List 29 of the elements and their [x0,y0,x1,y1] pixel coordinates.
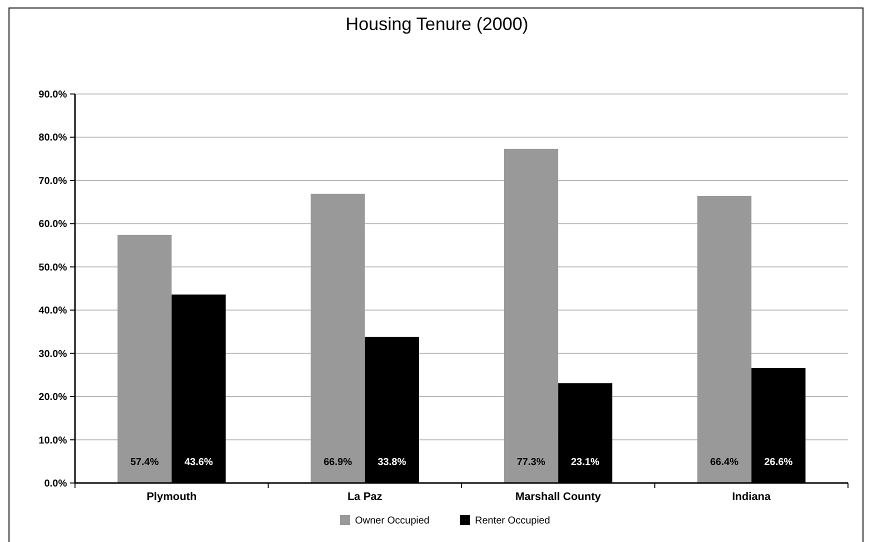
data-label: 66.9% [324,457,352,468]
x-tick-label: Indiana [732,491,772,503]
y-tick-label: 70.0% [38,176,68,187]
y-tick-label: 60.0% [38,219,68,230]
bar [118,234,172,483]
data-label: 77.3% [516,457,546,468]
data-label: 43.6% [184,457,213,468]
data-label: 23.1% [571,457,600,468]
x-tick-label: Marshall County [515,491,602,503]
x-tick-label: Plymouth [146,491,197,503]
legend-label: Renter Occupied [475,516,550,526]
data-label: 26.6% [764,457,793,468]
y-tick-label: 0.0% [44,478,68,490]
y-tick-label: 40.0% [38,306,68,317]
data-label: 66.4% [710,457,739,468]
bar [504,148,558,483]
bar [697,196,752,483]
y-tick-label: 10.0% [38,435,68,446]
y-tick-label: 30.0% [38,348,68,360]
legend-label: Owner Occupied [355,516,430,526]
y-tick-label: 20.0% [38,392,68,404]
x-tick-label: La Paz [347,491,383,503]
y-tick-label: 80.0% [38,132,68,144]
y-tick-label: 90.0% [38,90,68,100]
bar [310,194,365,483]
data-label: 57.4% [130,457,159,468]
data-label: 33.8% [378,457,406,468]
chart-title: Housing Tenure (2000) [346,14,528,34]
y-tick-label: 50.0% [38,262,68,274]
